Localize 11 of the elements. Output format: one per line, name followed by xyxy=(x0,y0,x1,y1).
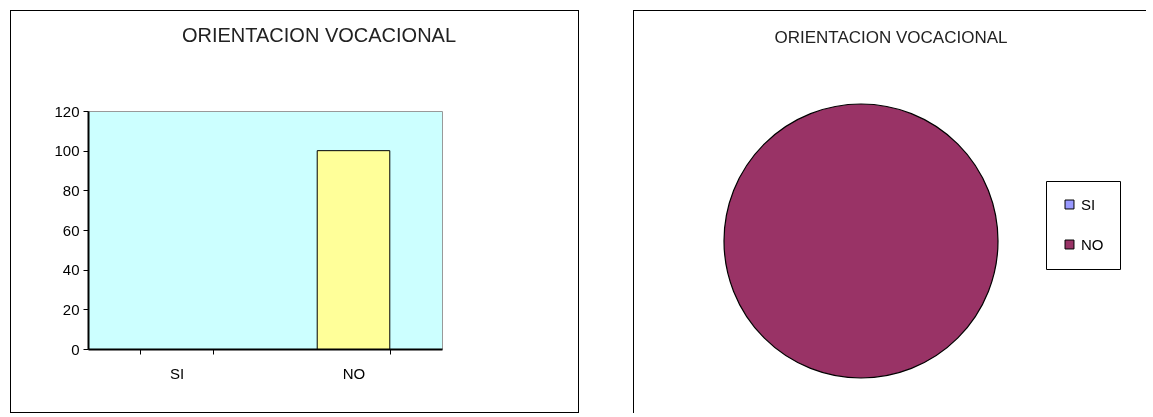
chart-title: ORIENTACION VOCACIONAL xyxy=(774,27,1008,47)
legend-label: NO xyxy=(1081,235,1104,253)
y-tick-label: 40 xyxy=(62,261,80,279)
chart-title: ORIENTACION VOCACIONAL xyxy=(181,24,457,46)
legend-label: SI xyxy=(1081,195,1096,213)
y-tick-label: 20 xyxy=(62,300,80,318)
y-tick-label: 100 xyxy=(54,142,80,160)
y-tick-label: 0 xyxy=(71,340,80,358)
y-tick-label: 60 xyxy=(62,221,80,239)
y-tick-label: 80 xyxy=(62,181,80,199)
y-tick-label: 120 xyxy=(54,102,80,120)
